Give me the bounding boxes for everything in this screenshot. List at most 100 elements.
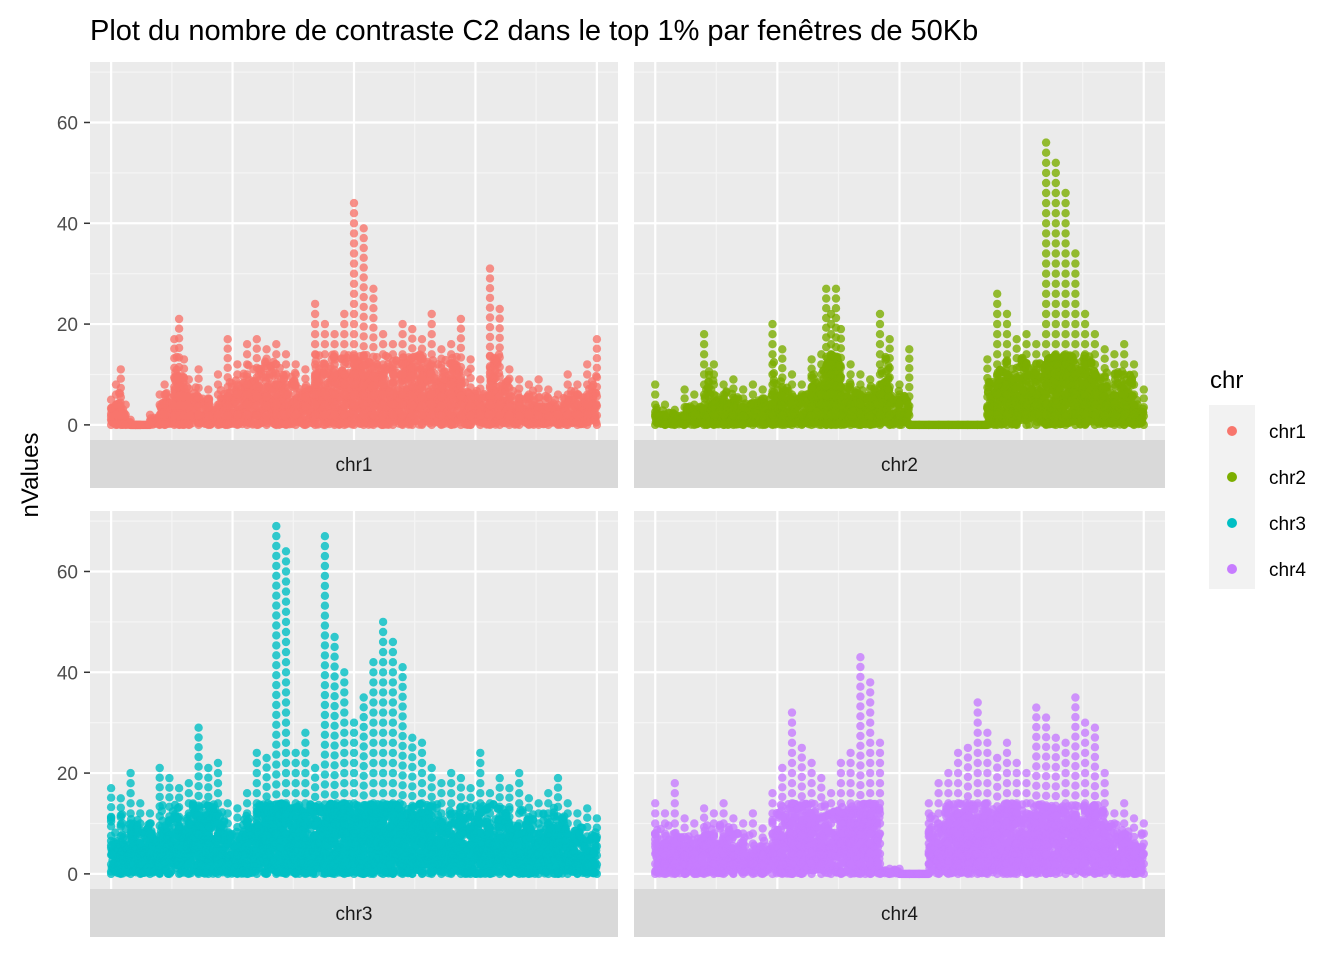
data-point [349, 319, 359, 329]
data-point [495, 391, 504, 401]
data-point [466, 364, 475, 373]
data-point [378, 360, 388, 369]
data-point [437, 364, 446, 373]
data-point [515, 402, 524, 411]
data-point [417, 382, 427, 391]
data-point [223, 373, 232, 382]
data-point [417, 401, 427, 410]
data-point [233, 420, 242, 430]
data-point [359, 233, 368, 243]
data-point [330, 380, 339, 389]
data-point [252, 363, 261, 372]
data-point [408, 334, 417, 343]
data-point [262, 345, 271, 354]
data-point [291, 420, 300, 430]
data-point [359, 322, 368, 331]
data-point [272, 350, 281, 359]
data-point [223, 354, 232, 363]
data-point [310, 309, 320, 319]
data-point [495, 401, 504, 410]
data-point [437, 354, 446, 363]
data-point [252, 420, 261, 430]
y-tick-label: 40 [57, 214, 78, 235]
data-point [320, 410, 330, 419]
data-point [233, 410, 242, 419]
data-point [310, 410, 320, 419]
data-point [524, 390, 534, 399]
data-point [320, 400, 330, 409]
data-point [592, 344, 602, 353]
data-point [388, 340, 398, 349]
data-point [340, 420, 349, 430]
data-point [427, 370, 436, 379]
data-point [242, 370, 252, 379]
data-point [524, 380, 534, 389]
data-point [485, 352, 495, 361]
data-point [485, 391, 495, 400]
data-point [174, 324, 184, 333]
data-point [553, 390, 563, 399]
data-point [408, 363, 417, 372]
data-point [272, 400, 281, 409]
data-point [223, 363, 232, 372]
data-point [242, 350, 252, 359]
data-point [310, 319, 320, 329]
data-point [213, 380, 223, 389]
data-point [194, 402, 203, 411]
data-point [281, 390, 291, 399]
data-point [184, 384, 193, 393]
data-point [349, 340, 359, 349]
data-point [213, 400, 223, 409]
data-point [563, 400, 572, 409]
data-point [427, 380, 436, 389]
data-point [485, 332, 495, 342]
data-point [485, 303, 495, 312]
data-point [340, 340, 349, 349]
data-point [204, 394, 213, 403]
data-point [349, 420, 359, 430]
data-point [369, 342, 378, 352]
data-point [242, 420, 252, 430]
data-point [505, 383, 514, 393]
data-point [310, 380, 320, 389]
data-point [281, 420, 291, 430]
data-point [340, 309, 349, 319]
data-point [485, 293, 495, 303]
data-point [592, 363, 602, 372]
y-tick-label: 60 [57, 113, 78, 134]
data-point [369, 284, 378, 293]
data-point [456, 382, 466, 391]
data-point [359, 391, 368, 400]
data-point [330, 360, 339, 369]
data-point [369, 420, 378, 430]
data-point [223, 401, 232, 410]
data-point [427, 400, 436, 409]
data-point [174, 314, 184, 324]
data-point [272, 370, 281, 379]
data-point [447, 380, 456, 389]
data-point [417, 411, 427, 420]
data-point [330, 420, 339, 430]
data-point [252, 401, 261, 410]
data-point [160, 390, 169, 399]
data-point [291, 410, 300, 419]
data-point [378, 370, 388, 379]
data-point [179, 355, 189, 364]
data-point [583, 370, 592, 379]
data-point [223, 335, 232, 344]
data-point [281, 370, 291, 379]
data-point [505, 411, 514, 420]
data-point [524, 410, 534, 419]
data-point [427, 410, 436, 419]
data-point [437, 382, 446, 392]
data-point [515, 384, 524, 393]
data-point [184, 375, 193, 384]
data-point [310, 390, 320, 399]
data-point [466, 392, 475, 401]
data-point [184, 402, 193, 411]
data-point [223, 411, 232, 420]
data-point [252, 335, 261, 344]
data-point [495, 353, 504, 362]
